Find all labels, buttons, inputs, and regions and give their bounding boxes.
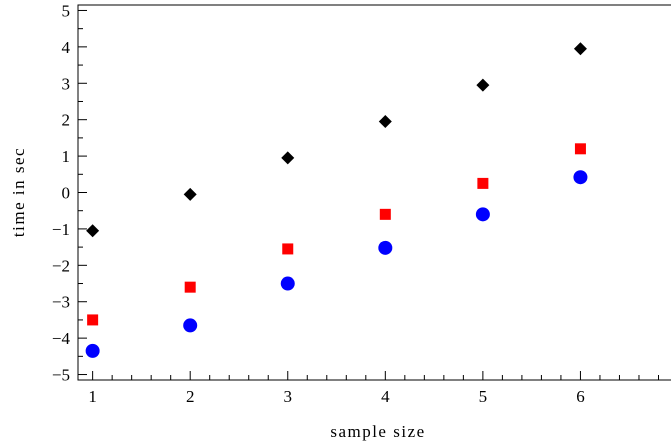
diamond-point xyxy=(281,151,295,165)
data-points xyxy=(85,42,588,358)
circle-point xyxy=(475,207,490,222)
circle-point xyxy=(183,318,198,333)
circle-point xyxy=(280,276,295,291)
x-tick-label: 1 xyxy=(88,387,97,406)
y-tick-label: 3 xyxy=(62,74,71,93)
square-point xyxy=(87,314,99,326)
y-tick-label: −5 xyxy=(52,366,70,385)
x-tick-label: 4 xyxy=(381,387,390,406)
x-tick-label: 5 xyxy=(479,387,488,406)
diamond-point xyxy=(86,224,100,238)
square-point xyxy=(282,243,294,255)
y-tick-label: −2 xyxy=(52,256,70,275)
y-tick-label: 2 xyxy=(62,111,71,130)
x-tick-label: 2 xyxy=(186,387,195,406)
diamond-point xyxy=(476,78,490,92)
square-point xyxy=(574,143,586,155)
square-point xyxy=(184,281,196,293)
axis-ticks xyxy=(78,9,659,380)
diamond-point xyxy=(573,42,587,56)
diamond-point xyxy=(378,115,392,129)
x-tick-label: 3 xyxy=(284,387,293,406)
y-axis-title: time in sec xyxy=(9,147,28,237)
circle-point xyxy=(85,343,100,358)
circle-point xyxy=(378,240,393,255)
y-tick-label: −1 xyxy=(52,220,70,239)
diamond-point xyxy=(183,187,197,201)
x-tick-label: 6 xyxy=(576,387,585,406)
y-tick-label: 1 xyxy=(62,147,71,166)
y-tick-label: 0 xyxy=(62,184,71,203)
circle-point xyxy=(573,170,588,185)
x-axis-title: sample size xyxy=(330,422,425,441)
square-point xyxy=(477,177,489,189)
y-tick-label: 5 xyxy=(62,1,71,20)
square-point xyxy=(379,208,391,220)
plot-frame xyxy=(77,4,671,381)
y-tick-label: 4 xyxy=(62,38,71,57)
y-tick-label: −4 xyxy=(52,329,71,348)
y-tick-label: −3 xyxy=(52,293,70,312)
